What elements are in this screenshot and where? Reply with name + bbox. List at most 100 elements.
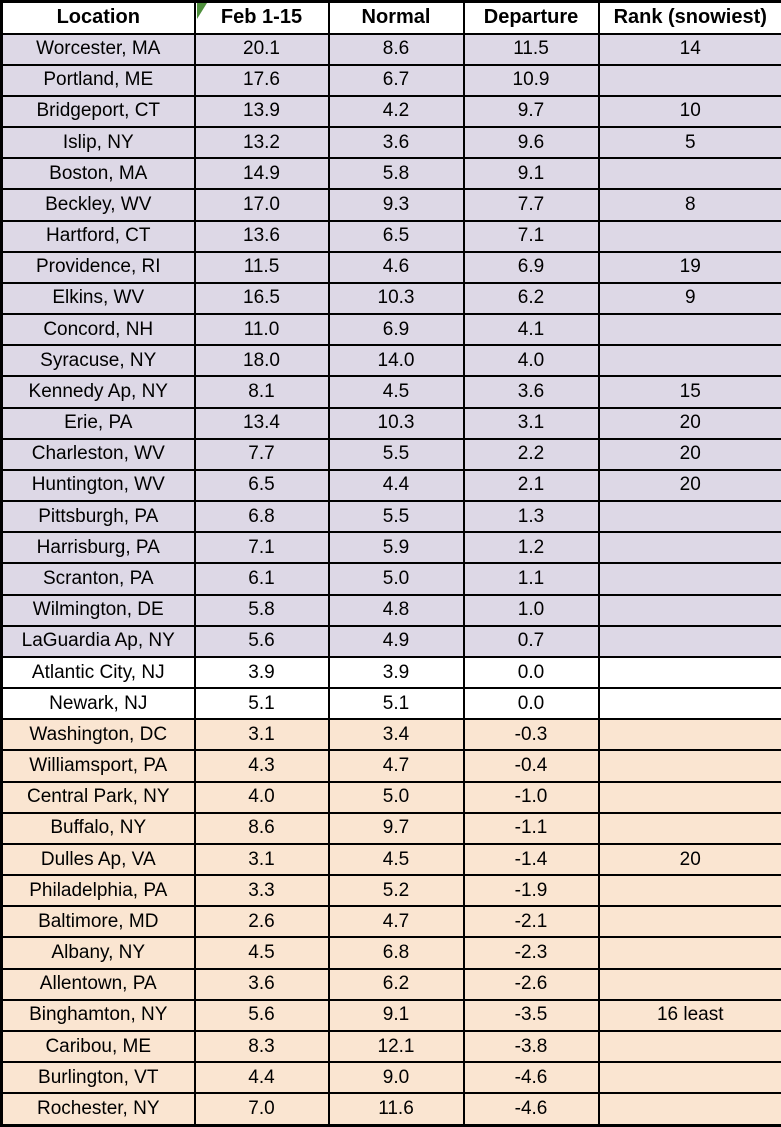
location-cell: Wilmington, DE	[0, 593, 196, 627]
normal-cell: 12.1	[327, 1029, 465, 1064]
departure-cell: 6.2	[462, 281, 600, 316]
table-row: Newark, NJ 5.1 5.1 0.0	[0, 687, 781, 721]
normal-cell: 3.6	[327, 126, 465, 160]
table-row: Rochester, NY 7.0 11.6 -4.6	[0, 1092, 781, 1127]
departure-cell: 7.1	[462, 219, 600, 253]
feb-cell: 13.4	[193, 406, 330, 440]
feb-cell: 17.6	[193, 63, 330, 97]
feb-cell: 8.3	[193, 1029, 330, 1064]
rank-cell	[597, 718, 781, 752]
rank-cell	[597, 500, 781, 534]
rank-cell: 15	[597, 375, 781, 409]
table-row: Binghamton, NY 5.6 9.1 -3.5 16 least	[0, 998, 781, 1033]
feb-cell: 18.0	[193, 344, 330, 378]
departure-cell: 1.1	[462, 562, 600, 596]
feb-cell: 3.6	[193, 967, 330, 1001]
normal-cell: 9.3	[327, 188, 465, 222]
feb-cell: 11.5	[193, 250, 330, 284]
location-cell: Kennedy Ap, NY	[0, 375, 196, 409]
table-row: Allentown, PA 3.6 6.2 -2.6	[0, 967, 781, 1001]
table-row: Harrisburg, PA 7.1 5.9 1.2	[0, 531, 781, 565]
location-cell: Washington, DC	[0, 718, 196, 752]
table-row: Pittsburgh, PA 6.8 5.5 1.3	[0, 500, 781, 534]
departure-cell: 9.6	[462, 126, 600, 160]
rank-cell	[597, 780, 781, 814]
feb-cell: 14.9	[193, 157, 330, 191]
table-row: Bridgeport, CT 13.9 4.2 9.7 10	[0, 94, 781, 129]
rank-cell	[597, 219, 781, 253]
normal-cell: 9.0	[327, 1061, 465, 1095]
location-cell: Pittsburgh, PA	[0, 500, 196, 534]
table-row: Kennedy Ap, NY 8.1 4.5 3.6 15	[0, 375, 781, 409]
normal-cell: 11.6	[327, 1092, 465, 1127]
feb-cell: 16.5	[193, 281, 330, 316]
departure-cell: 4.1	[462, 313, 600, 347]
normal-cell: 6.2	[327, 967, 465, 1001]
rank-cell	[597, 531, 781, 565]
table-body: Worcester, MA 20.1 8.6 11.5 14 Portland,…	[0, 32, 781, 1127]
rank-cell	[597, 593, 781, 627]
rank-cell	[597, 874, 781, 908]
feb-cell: 7.1	[193, 531, 330, 565]
feb-cell: 2.6	[193, 905, 330, 939]
rank-cell: 20	[597, 406, 781, 440]
normal-cell: 6.7	[327, 63, 465, 97]
location-cell: LaGuardia Ap, NY	[0, 624, 196, 658]
table-row: Caribou, ME 8.3 12.1 -3.8	[0, 1029, 781, 1064]
departure-cell: -1.0	[462, 780, 600, 814]
departure-cell: 11.5	[462, 32, 600, 66]
rank-cell: 19	[597, 250, 781, 284]
location-cell: Newark, NJ	[0, 687, 196, 721]
table-row: Dulles Ap, VA 3.1 4.5 -1.4 20	[0, 842, 781, 877]
feb-cell: 4.3	[193, 749, 330, 783]
location-cell: Baltimore, MD	[0, 905, 196, 939]
normal-cell: 9.1	[327, 998, 465, 1033]
normal-cell: 4.9	[327, 624, 465, 658]
rank-cell	[597, 344, 781, 378]
departure-cell: -0.4	[462, 749, 600, 783]
green-corner-flag-icon	[196, 3, 207, 19]
table-row: Charleston, WV 7.7 5.5 2.2 20	[0, 437, 781, 471]
feb-cell: 5.8	[193, 593, 330, 627]
column-header-normal: Normal	[327, 0, 465, 35]
normal-cell: 4.7	[327, 749, 465, 783]
departure-cell: 6.9	[462, 250, 600, 284]
normal-cell: 5.1	[327, 687, 465, 721]
table-row: Williamsport, PA 4.3 4.7 -0.4	[0, 749, 781, 783]
location-cell: Worcester, MA	[0, 32, 196, 66]
rank-cell	[597, 1092, 781, 1127]
normal-cell: 5.2	[327, 874, 465, 908]
normal-cell: 10.3	[327, 406, 465, 440]
location-cell: Central Park, NY	[0, 780, 196, 814]
feb-cell: 3.9	[193, 655, 330, 690]
table-row: Providence, RI 11.5 4.6 6.9 19	[0, 250, 781, 284]
rank-cell	[597, 1061, 781, 1095]
table-row: Wilmington, DE 5.8 4.8 1.0	[0, 593, 781, 627]
location-cell: Albany, NY	[0, 936, 196, 970]
feb-cell: 6.5	[193, 468, 330, 503]
normal-cell: 5.0	[327, 562, 465, 596]
normal-cell: 5.8	[327, 157, 465, 191]
feb-cell: 17.0	[193, 188, 330, 222]
rank-cell	[597, 63, 781, 97]
rank-cell: 10	[597, 94, 781, 129]
location-cell: Dulles Ap, VA	[0, 842, 196, 877]
departure-cell: 9.1	[462, 157, 600, 191]
departure-cell: -4.6	[462, 1061, 600, 1095]
rank-cell	[597, 562, 781, 596]
feb-cell: 11.0	[193, 313, 330, 347]
departure-cell: -3.5	[462, 998, 600, 1033]
table-row: Baltimore, MD 2.6 4.7 -2.1	[0, 905, 781, 939]
table-row: Atlantic City, NJ 3.9 3.9 0.0	[0, 655, 781, 690]
location-cell: Rochester, NY	[0, 1092, 196, 1127]
departure-cell: 9.7	[462, 94, 600, 129]
departure-cell: 4.0	[462, 344, 600, 378]
location-cell: Scranton, PA	[0, 562, 196, 596]
table-row: Huntington, WV 6.5 4.4 2.1 20	[0, 468, 781, 503]
location-cell: Charleston, WV	[0, 437, 196, 471]
feb-cell: 5.6	[193, 998, 330, 1033]
location-cell: Syracuse, NY	[0, 344, 196, 378]
normal-cell: 5.0	[327, 780, 465, 814]
departure-cell: -1.9	[462, 874, 600, 908]
departure-cell: 2.1	[462, 468, 600, 503]
